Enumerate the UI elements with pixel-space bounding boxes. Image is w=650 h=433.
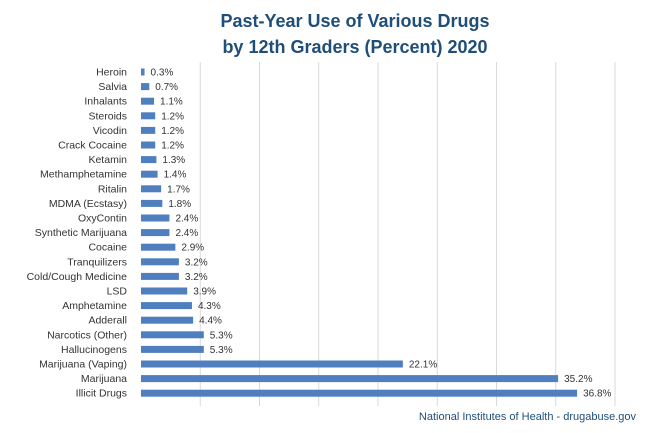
category-label: Methamphetamine bbox=[40, 169, 127, 181]
bar bbox=[141, 375, 559, 383]
chart-title-line2: by 12th Graders (Percent) 2020 bbox=[222, 37, 487, 57]
value-label: 1.3% bbox=[162, 155, 185, 166]
category-label: Tranquilizers bbox=[67, 256, 127, 268]
source-note: National Institutes of Health - drugabus… bbox=[419, 411, 637, 423]
category-label: OxyContin bbox=[78, 213, 127, 225]
category-label: Synthetic Marijuana bbox=[35, 227, 127, 239]
category-label: Inhalants bbox=[84, 96, 127, 108]
bar bbox=[141, 126, 156, 134]
category-label: Heroin bbox=[96, 67, 127, 79]
category-label: Amphetamine bbox=[62, 300, 127, 312]
bar bbox=[141, 83, 150, 91]
category-label: MDMA (Ecstasy) bbox=[49, 198, 127, 210]
value-labels: 0.3% 0.7% 1.1% 1.2% 1.2% 1.2% 1.3% 1.4% 1.7% 1.8%… bbox=[151, 68, 612, 400]
value-label: 1.2% bbox=[161, 111, 184, 122]
bar bbox=[141, 272, 179, 280]
bar bbox=[141, 360, 403, 368]
value-label: 3.2% bbox=[185, 257, 208, 268]
value-label: 2.9% bbox=[181, 243, 204, 254]
category-label: LSD bbox=[107, 286, 128, 298]
bar bbox=[141, 331, 204, 339]
category-label: Steroids bbox=[88, 110, 127, 122]
category-label: Ketamin bbox=[88, 154, 127, 166]
category-label: Salvia bbox=[98, 81, 127, 93]
bar bbox=[141, 243, 176, 251]
category-label: Narcotics (Other) bbox=[47, 329, 127, 341]
category-label: Crack Cocaine bbox=[58, 140, 127, 152]
value-label: 36.8% bbox=[583, 389, 611, 400]
value-label: 4.3% bbox=[198, 301, 221, 312]
bar bbox=[141, 68, 145, 76]
bar bbox=[141, 389, 578, 397]
category-label: Marijuana bbox=[81, 373, 127, 385]
category-labels: Heroin Salvia Inhalants Steroids Vicodin Crac… bbox=[27, 67, 128, 400]
value-label: 5.3% bbox=[210, 345, 233, 356]
value-label: 0.3% bbox=[151, 68, 174, 79]
chart-title-line1: Past-Year Use of Various Drugs bbox=[220, 11, 489, 31]
bar bbox=[141, 97, 155, 105]
category-label: Illicit Drugs bbox=[76, 388, 127, 400]
value-label: 2.4% bbox=[175, 214, 198, 225]
value-label: 2.4% bbox=[175, 228, 198, 239]
bar bbox=[141, 229, 170, 237]
bar bbox=[141, 141, 156, 149]
value-label: 22.1% bbox=[409, 360, 437, 371]
bar bbox=[141, 258, 179, 266]
value-label: 3.2% bbox=[185, 272, 208, 283]
bar bbox=[141, 345, 204, 353]
category-label: Cocaine bbox=[88, 242, 127, 254]
category-label: Adderall bbox=[88, 315, 127, 327]
category-label: Hallucinogens bbox=[61, 344, 127, 356]
bar bbox=[141, 199, 163, 207]
bar bbox=[141, 185, 162, 193]
value-label: 3.9% bbox=[193, 287, 216, 298]
value-label: 35.2% bbox=[564, 374, 592, 385]
value-label: 4.4% bbox=[199, 316, 222, 327]
category-label: Marijuana (Vaping) bbox=[39, 359, 127, 371]
bar bbox=[141, 302, 192, 310]
category-label: Vicodin bbox=[93, 125, 127, 137]
value-label: 1.8% bbox=[168, 199, 191, 210]
value-label: 1.4% bbox=[164, 170, 187, 181]
value-label: 5.3% bbox=[210, 330, 233, 341]
bars bbox=[141, 68, 578, 397]
value-label: 1.2% bbox=[161, 126, 184, 137]
value-label: 1.1% bbox=[160, 97, 183, 108]
bar bbox=[141, 287, 188, 295]
bar bbox=[141, 214, 170, 222]
value-label: 1.7% bbox=[167, 184, 190, 195]
bar bbox=[141, 112, 156, 120]
category-label: Ritalin bbox=[98, 183, 127, 195]
value-label: 0.7% bbox=[155, 82, 178, 93]
value-label: 1.2% bbox=[161, 141, 184, 152]
bar bbox=[141, 316, 194, 324]
bar bbox=[141, 156, 157, 164]
gridlines bbox=[199, 62, 616, 406]
category-label: Cold/Cough Medicine bbox=[27, 271, 128, 283]
bar bbox=[141, 170, 158, 178]
